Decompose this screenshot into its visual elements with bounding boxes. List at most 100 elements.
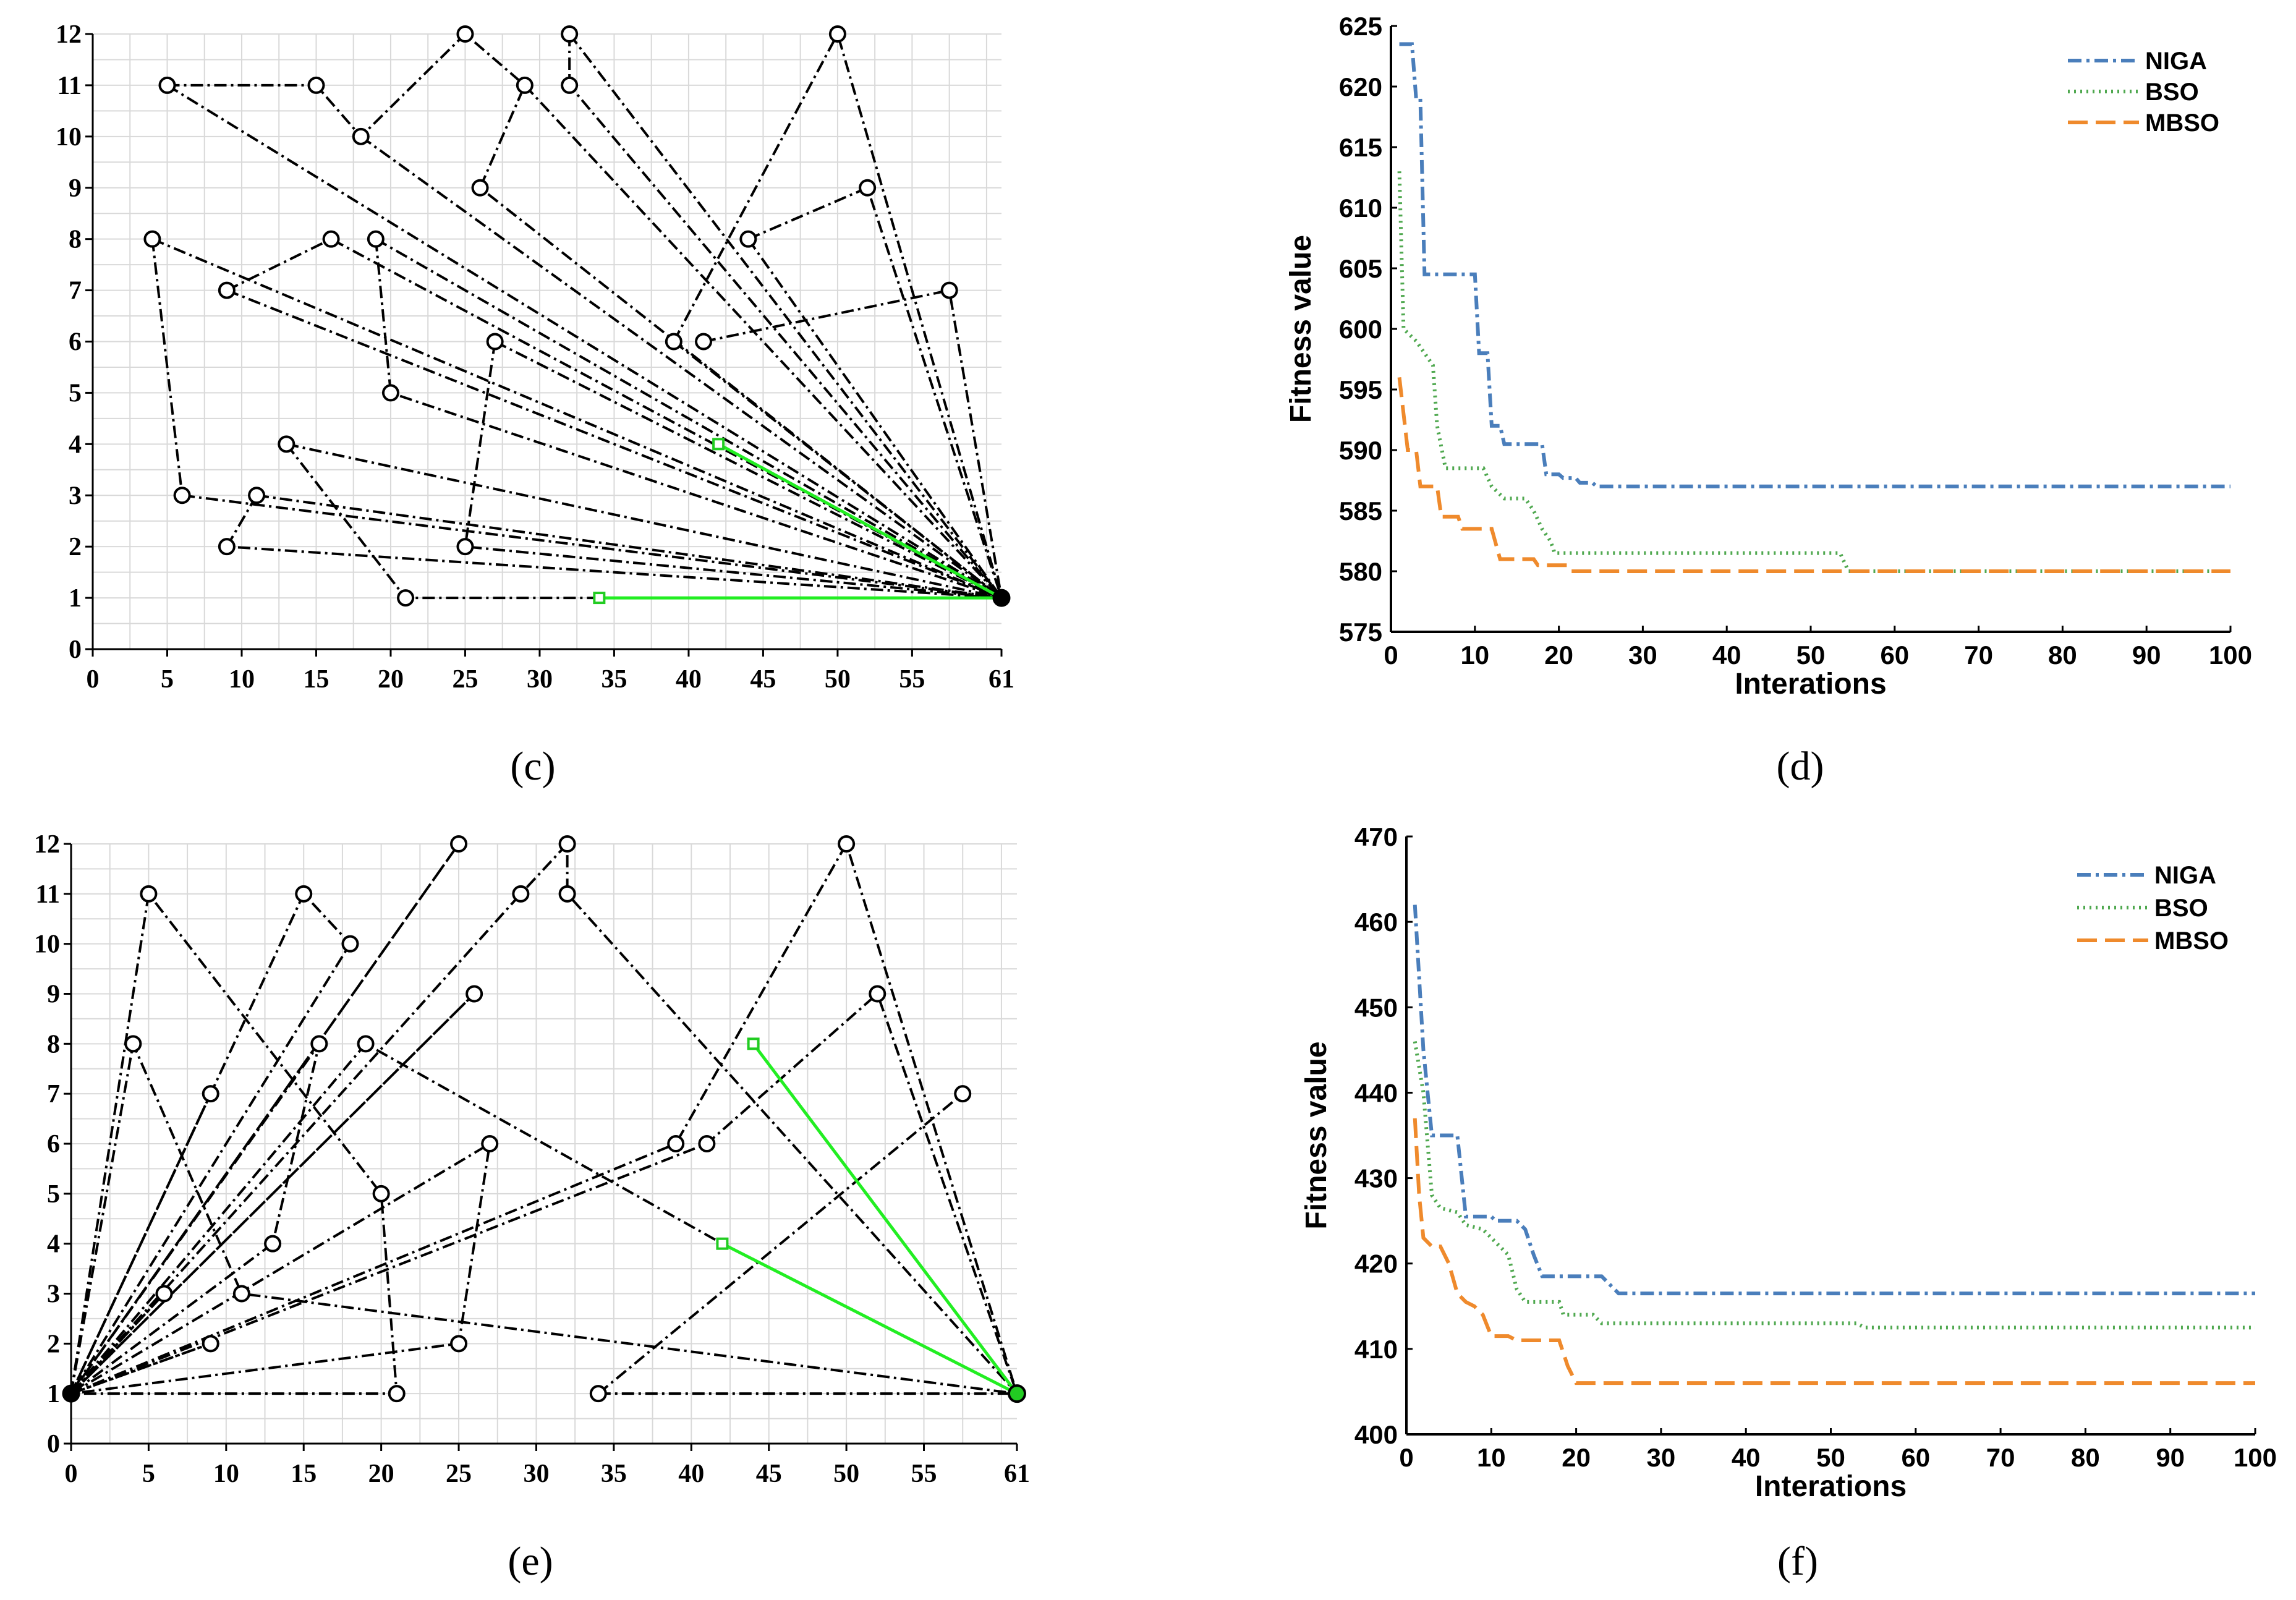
x-tick-label: 80 bbox=[2071, 1443, 2100, 1472]
route-path bbox=[70, 843, 460, 1395]
x-tick-label: 61 bbox=[989, 665, 1014, 694]
panel-e: 0 5 10 15 20 25 30 35 40 45 50 55 61 0 1 2 3 4 5 6 7 8 9 10 11 12 bbox=[0, 816, 1039, 1527]
y-tick-label: 6 bbox=[47, 1130, 60, 1159]
customer-node bbox=[155, 1285, 173, 1303]
y-tick-label: 0 bbox=[69, 636, 82, 664]
y-tick-label: 4 bbox=[69, 430, 82, 459]
route-path bbox=[226, 289, 1002, 599]
legend-label-mbso: MBSO bbox=[2145, 109, 2219, 137]
customer-node bbox=[512, 885, 530, 903]
y-tick-label: 5 bbox=[69, 379, 82, 407]
customer-node bbox=[838, 835, 856, 853]
route-path bbox=[568, 33, 1003, 599]
route-path bbox=[151, 239, 1002, 600]
x-tick-label: 20 bbox=[1544, 640, 1573, 670]
customer-node bbox=[278, 435, 296, 453]
x-tick-label: 35 bbox=[601, 1460, 627, 1488]
x-tick-label: 40 bbox=[1732, 1443, 1761, 1472]
x-tick-label: 30 bbox=[523, 1460, 549, 1488]
customer-node bbox=[218, 281, 236, 299]
customer-node bbox=[456, 25, 474, 43]
customer-node bbox=[667, 1135, 685, 1152]
y-tick-label: 3 bbox=[47, 1280, 60, 1309]
y-tick-label: 8 bbox=[69, 226, 82, 254]
x-tick-label: 50 bbox=[825, 665, 851, 694]
y-tick-label: 4 bbox=[47, 1230, 60, 1259]
customer-node bbox=[367, 230, 385, 248]
route-path bbox=[286, 443, 1002, 600]
route-path bbox=[70, 1039, 1018, 1395]
customer-node bbox=[218, 538, 236, 556]
x-tick-label: 50 bbox=[1816, 1443, 1845, 1472]
x-tick-label: 45 bbox=[756, 1460, 782, 1488]
green-route-path bbox=[752, 1042, 1018, 1395]
x-tick-label: 10 bbox=[1460, 640, 1489, 670]
caption-f: (f) bbox=[1777, 1539, 1818, 1584]
route-path bbox=[494, 340, 1002, 599]
y-tick-label: 625 bbox=[1339, 12, 1382, 41]
green-node bbox=[593, 592, 606, 605]
customer-node bbox=[248, 487, 266, 504]
route-path bbox=[374, 239, 1002, 599]
customer-node bbox=[173, 487, 191, 504]
x-tick-label: 90 bbox=[2132, 640, 2161, 670]
x-tick-label: 30 bbox=[1647, 1443, 1676, 1472]
y-tick-label: 11 bbox=[35, 880, 60, 909]
x-tick-label: 10 bbox=[1477, 1443, 1506, 1472]
x-tick-label: 100 bbox=[2234, 1443, 2277, 1472]
legend-label-bso: BSO bbox=[2145, 79, 2199, 106]
customer-node bbox=[307, 76, 325, 94]
customer-node bbox=[202, 1085, 219, 1103]
legend-label-niga: NIGA bbox=[2154, 862, 2216, 889]
x-tick-label: 40 bbox=[1712, 640, 1741, 670]
y-tick-label: 460 bbox=[1354, 908, 1398, 937]
y-tick-label: 12 bbox=[34, 830, 60, 859]
customer-node bbox=[140, 885, 158, 903]
series-line-bso bbox=[1397, 171, 2230, 573]
y-tick-label: 9 bbox=[69, 174, 82, 203]
depot-end-node bbox=[1008, 1384, 1026, 1403]
customer-node bbox=[381, 384, 399, 402]
customer-node bbox=[143, 230, 161, 248]
y-tick-label: 10 bbox=[34, 930, 60, 959]
x-tick-label: 40 bbox=[678, 1460, 704, 1488]
customer-node bbox=[341, 935, 359, 953]
y-tick-label: 410 bbox=[1354, 1335, 1398, 1364]
series-line-niga bbox=[1413, 904, 2255, 1296]
green-node bbox=[747, 1037, 760, 1050]
x-tick-label: 45 bbox=[750, 665, 776, 694]
route-path bbox=[464, 341, 1002, 600]
customer-node bbox=[481, 1135, 499, 1152]
customer-node bbox=[310, 1035, 328, 1053]
y-tick-label: 610 bbox=[1339, 194, 1382, 223]
caption-d: (d) bbox=[1776, 744, 1824, 789]
y-tick-label: 1 bbox=[69, 584, 82, 613]
x-tick-label: 20 bbox=[378, 665, 404, 694]
x-tick-label: 5 bbox=[142, 1460, 155, 1488]
customer-node bbox=[954, 1085, 972, 1103]
route-path bbox=[747, 238, 1003, 599]
customer-node bbox=[264, 1235, 282, 1253]
x-tick-label: 25 bbox=[446, 1460, 472, 1488]
x-tick-label: 90 bbox=[2156, 1443, 2185, 1472]
customer-node bbox=[450, 835, 468, 853]
customer-node bbox=[940, 281, 958, 299]
panel-c: 0 5 10 15 20 25 30 35 40 45 50 55 61 0 1 2 3 4 5 6 7 8 9 10 11 12 bbox=[0, 0, 1039, 730]
route-path bbox=[70, 890, 398, 1395]
y-tick-label: 6 bbox=[69, 328, 82, 357]
y-tick-label: 580 bbox=[1339, 557, 1382, 586]
x-tick-label: 30 bbox=[527, 665, 553, 694]
customer-node bbox=[739, 230, 757, 248]
y-tick-label: 7 bbox=[69, 277, 82, 305]
customer-node bbox=[698, 1135, 716, 1152]
route-path bbox=[70, 1043, 321, 1395]
x-tick-label: 40 bbox=[676, 665, 702, 694]
x-tick-label: 0 bbox=[1399, 1443, 1413, 1472]
customer-node bbox=[232, 1285, 250, 1303]
x-tick-label: 30 bbox=[1628, 640, 1657, 670]
x-tick-label: 60 bbox=[1880, 640, 1909, 670]
customer-node bbox=[695, 333, 713, 351]
x-tick-label: 25 bbox=[452, 665, 478, 694]
legend-label-niga: NIGA bbox=[2145, 48, 2207, 75]
